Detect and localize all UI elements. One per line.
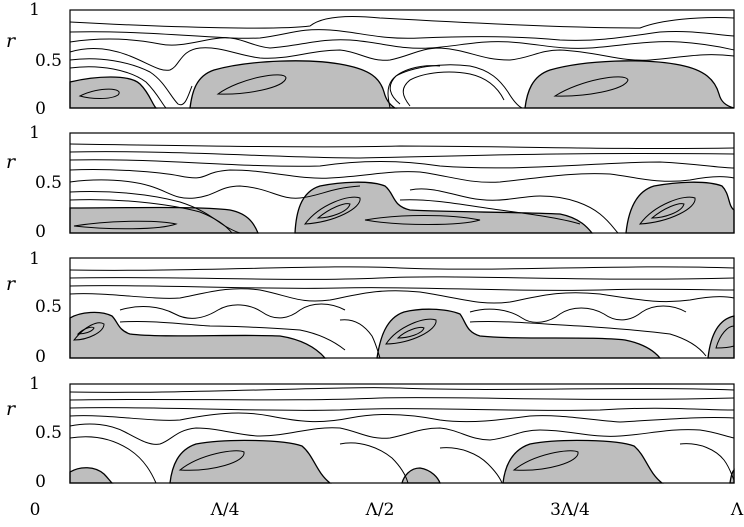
panel-4-frame — [69, 383, 735, 484]
panel-3-shaded-region — [376, 308, 662, 359]
panel-4-tick-1: 1 — [29, 374, 40, 394]
panel-2-tick-1: 1 — [29, 123, 40, 143]
panel-2-tick-0: 0 — [35, 222, 46, 242]
panel-2-frame — [69, 132, 735, 234]
panel-2-shaded-region — [69, 206, 259, 234]
panel-3-tick-1: 1 — [29, 249, 40, 269]
panel-1-r-label: r — [6, 30, 17, 52]
x-tick-full: Λ — [730, 500, 744, 520]
panel-2-tick-0-5: 0.5 — [35, 173, 62, 193]
panel-2-shaded-region — [625, 181, 735, 234]
panel-1-shaded-region — [189, 60, 398, 109]
panel-4-shaded-region — [69, 467, 114, 484]
x-tick-quarter: Λ/4 — [210, 500, 240, 520]
panel-1-inner-contours — [78, 74, 629, 99]
panel-1-streamlines — [69, 15, 735, 109]
panel-4-r-label: r — [6, 398, 17, 420]
x-axis-ticks: 0 Λ/4 Λ/2 3Λ/4 Λ — [30, 500, 744, 520]
panel-4-inner-contours — [178, 450, 579, 471]
x-tick-0: 0 — [30, 500, 41, 520]
panel-4-shaded-region — [169, 439, 332, 484]
panel-1: r 1 0.5 0 — [6, 0, 735, 119]
panel-1-shaded-regions — [69, 60, 735, 109]
panel-2: r 1 0.5 0 — [6, 123, 735, 242]
panel-3-tick-0-5: 0.5 — [35, 297, 62, 317]
panel-3-tick-0: 0 — [35, 347, 46, 367]
panel-3-r-label: r — [6, 273, 17, 295]
panel-4: r 1 0.5 0 — [6, 374, 735, 492]
panel-2-inner-contours — [73, 196, 696, 230]
panel-4-tick-0: 0 — [35, 472, 46, 492]
panel-1-shaded-region — [524, 60, 735, 109]
panel-4-shaded-region — [502, 439, 664, 484]
panel-2-shaded-region — [294, 181, 594, 234]
panel-4-shaded-regions — [69, 439, 735, 484]
x-tick-three-quarter: 3Λ/4 — [550, 500, 590, 520]
panel-3-shaded-region — [69, 311, 327, 359]
panel-1-frame — [69, 9, 735, 109]
panel-4-streamlines — [69, 387, 735, 484]
panel-3: r 1 0.5 0 — [6, 249, 735, 367]
x-tick-half: Λ/2 — [365, 500, 395, 520]
panel-4-tick-0-5: 0.5 — [35, 423, 62, 443]
panel-1-shaded-region — [69, 76, 158, 109]
panel-1-tick-0-5: 0.5 — [35, 51, 62, 71]
panel-1-tick-0: 0 — [35, 99, 46, 119]
panel-3-streamlines — [69, 266, 735, 359]
panel-1-tick-1: 1 — [29, 0, 40, 20]
panel-2-r-label: r — [6, 151, 17, 173]
panel-3-frame — [69, 257, 735, 359]
panel-2-streamlines — [69, 143, 735, 234]
